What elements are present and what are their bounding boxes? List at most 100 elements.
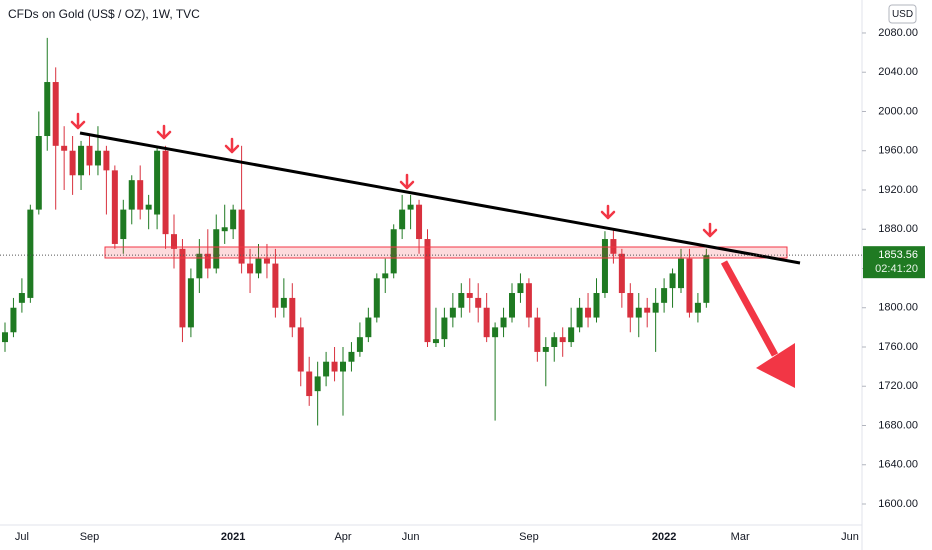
candle (18, 278, 25, 313)
candle (373, 273, 380, 323)
candle-body (78, 145, 85, 176)
y-tick-label: 1600.00 (878, 498, 918, 510)
candle (331, 346, 338, 382)
candle (627, 283, 634, 333)
candle (323, 351, 330, 387)
candle (525, 278, 532, 328)
candle (390, 224, 397, 279)
candle (424, 229, 431, 347)
candle-body (61, 145, 68, 151)
candle (103, 145, 110, 215)
candle-body (534, 317, 541, 352)
candle (568, 307, 575, 347)
x-tick-label: Sep (80, 531, 100, 543)
x-tick-label: Jun (402, 531, 420, 543)
candle (416, 199, 423, 254)
candle-body (669, 273, 676, 289)
candle-body (373, 278, 380, 318)
arrow (156, 124, 172, 140)
candle (35, 111, 42, 215)
candle-body (441, 317, 448, 340)
candle-body (263, 258, 270, 264)
arrow (702, 222, 718, 238)
candle-body (137, 180, 144, 210)
candle-body (94, 150, 101, 166)
candle (44, 37, 51, 151)
candle (559, 327, 566, 357)
candle-body (694, 302, 701, 313)
candle-body (314, 376, 321, 392)
candle (458, 283, 465, 318)
candle-body (644, 307, 651, 313)
candle-body (272, 263, 279, 308)
candle (230, 204, 237, 240)
candle (128, 175, 135, 225)
countdown: 02:41:20 (875, 263, 918, 275)
arrow (224, 137, 240, 154)
candle-body (593, 293, 600, 318)
y-tick-label: 1920.00 (878, 184, 918, 196)
candle-body (449, 307, 456, 318)
candle (297, 317, 304, 387)
y-tick-label: 1960.00 (878, 145, 918, 157)
arrow (600, 204, 616, 220)
candle-body (69, 150, 76, 176)
candle (661, 278, 668, 313)
candle (137, 165, 144, 220)
candle-body (542, 346, 549, 352)
candle-body (27, 209, 34, 298)
candle (466, 278, 473, 313)
candle-body (247, 263, 254, 274)
candle-body (551, 337, 558, 347)
candle (94, 126, 101, 176)
y-tick-label: 1640.00 (878, 459, 918, 471)
resistance-zone (104, 246, 788, 259)
candle-body (120, 209, 127, 240)
candle (449, 293, 456, 328)
candle-body (323, 361, 330, 377)
candle (145, 194, 152, 230)
candle (644, 297, 651, 328)
candle (382, 258, 389, 294)
candle-body (348, 351, 355, 362)
candle-body (213, 229, 220, 269)
x-tick-label: Sep (519, 531, 539, 543)
candle-body (154, 150, 161, 215)
candle (703, 248, 710, 308)
candle (120, 199, 127, 254)
candle (475, 283, 482, 323)
candle-body (221, 227, 228, 232)
candle (551, 332, 558, 362)
candle (238, 145, 245, 274)
candle-body (289, 297, 296, 328)
candle-body (179, 248, 186, 328)
candle (221, 204, 228, 244)
candle (111, 165, 118, 249)
candle (280, 278, 287, 318)
projection-arrow-head (756, 343, 795, 388)
candle-body (35, 136, 42, 210)
candle (78, 140, 85, 190)
candle-body (382, 273, 389, 279)
y-tick-label: 1720.00 (878, 380, 918, 392)
candle (678, 248, 684, 294)
currency-box[interactable] (888, 4, 917, 24)
x-tick-label: 2022 (652, 531, 676, 543)
candle-body (525, 283, 532, 318)
candle (500, 307, 507, 338)
candle-body (568, 327, 575, 343)
axes: 2080.00 2040.00 2000.00 1960.00 1920.00 1880.… (0, 27, 925, 543)
candle-body (610, 239, 617, 254)
candle-body (356, 337, 363, 352)
candle (2, 322, 8, 352)
x-tick-label: Jun (841, 531, 859, 543)
candle (432, 307, 439, 347)
candle-body (145, 204, 152, 210)
candle (534, 307, 541, 362)
candle (213, 214, 220, 274)
candle-body (585, 307, 592, 318)
candle-body (390, 229, 397, 274)
candle-body (517, 283, 524, 294)
currency: USD (892, 9, 913, 20)
candle (306, 356, 313, 406)
